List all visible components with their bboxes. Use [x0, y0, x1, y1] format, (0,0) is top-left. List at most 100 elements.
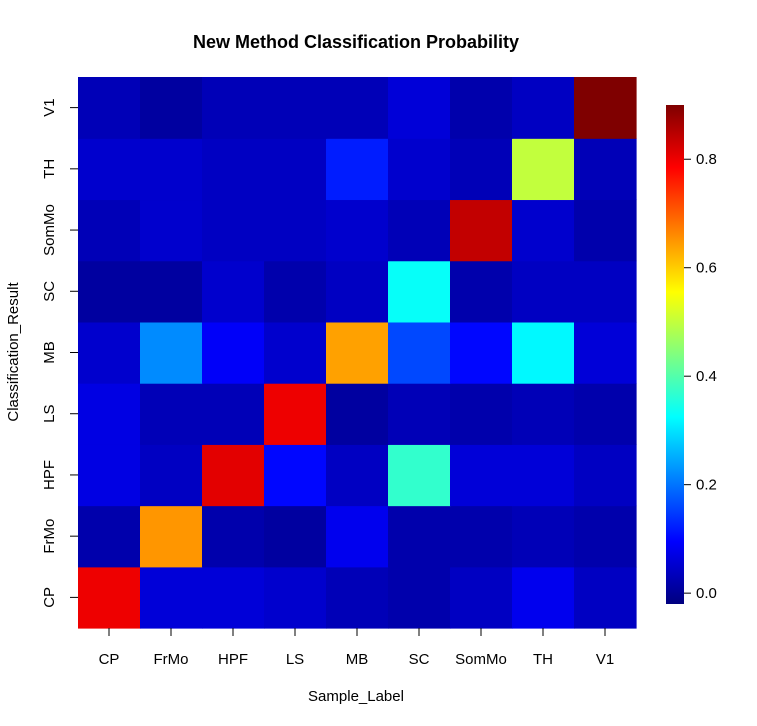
heatmap-cell-V1-SC: [388, 77, 451, 139]
heatmap-cell-HPF-HPF: [202, 444, 265, 507]
y-axis-title: Classification_Result: [5, 282, 22, 422]
heatmap-cell-SC-HPF: [202, 260, 265, 323]
heatmap-cell-HPF-MB: [326, 444, 389, 507]
heatmap-cell-V1-SomMo: [450, 77, 513, 139]
heatmap-cell-LS-TH: [512, 383, 575, 445]
colorbar-tick-label: 0.6: [696, 260, 717, 277]
heatmap-cell-FrMo-TH: [512, 505, 575, 568]
heatmap-cell-SomMo-V1: [574, 199, 637, 262]
heatmap-cell-CP-SomMo: [450, 566, 513, 629]
heatmap-cell-SC-MB: [326, 260, 389, 323]
heatmap-cell-TH-TH: [512, 138, 575, 201]
heatmap-cell-TH-HPF: [202, 138, 265, 201]
heatmap-cell-MB-V1: [574, 321, 637, 384]
heatmap-cell-FrMo-V1: [574, 505, 637, 568]
heatmap-cell-SC-SomMo: [450, 260, 513, 323]
heatmap-cell-FrMo-SomMo: [450, 505, 513, 568]
heatmap-cell-FrMo-SC: [388, 505, 451, 568]
heatmap-cell-MB-LS: [264, 321, 327, 384]
heatmap-cell-SomMo-TH: [512, 199, 575, 262]
heatmap-cell-LS-SC: [388, 383, 451, 445]
heatmap-cell-SC-SC: [388, 260, 451, 323]
x-tick-label: MB: [346, 651, 369, 668]
heatmap-cell-HPF-FrMo: [140, 444, 203, 507]
heatmap-cell-FrMo-HPF: [202, 505, 265, 568]
x-tick-label: SC: [409, 651, 430, 668]
y-tick-label: V1: [41, 98, 58, 116]
heatmap-cell-SC-CP: [78, 260, 141, 323]
x-tick-label: LS: [286, 651, 304, 668]
heatmap-cell-HPF-LS: [264, 444, 327, 507]
heatmap-cell-MB-MB: [326, 321, 389, 384]
heatmap-cell-CP-TH: [512, 566, 575, 629]
heatmap-cell-SomMo-HPF: [202, 199, 265, 262]
heatmap-cell-SC-FrMo: [140, 260, 203, 323]
heatmap-cell-SC-LS: [264, 260, 327, 323]
y-axis: CP FrMo HPF LS MB SC SomMo TH V1: [41, 98, 78, 608]
colorbar: 0.0 0.2 0.4 0.6 0.8: [666, 105, 717, 604]
heatmap-cell-HPF-SomMo: [450, 444, 513, 507]
heatmap-cell-FrMo-CP: [78, 505, 141, 568]
heatmap-cell-V1-FrMo: [140, 77, 203, 139]
heatmap-cell-TH-SC: [388, 138, 451, 201]
heatmap-cell-HPF-CP: [78, 444, 141, 507]
heatmap-cell-V1-TH: [512, 77, 575, 139]
heatmap-cell-LS-MB: [326, 383, 389, 445]
heatmap-cell-MB-SomMo: [450, 321, 513, 384]
heatmap-cell-V1-MB: [326, 77, 389, 139]
y-tick-label: SomMo: [41, 204, 58, 256]
heatmap-cell-CP-HPF: [202, 566, 265, 629]
chart-title: New Method Classification Probability: [193, 32, 519, 52]
y-tick-label: MB: [41, 341, 58, 364]
heatmap-cell-HPF-TH: [512, 444, 575, 507]
heatmap-cell-FrMo-MB: [326, 505, 389, 568]
x-tick-label: V1: [596, 651, 614, 668]
y-tick-label: LS: [41, 405, 58, 423]
colorbar-gradient: [666, 105, 684, 604]
heatmap-cell-SomMo-SC: [388, 199, 451, 262]
x-axis-title: Sample_Label: [308, 688, 404, 705]
heatmap-cell-TH-SomMo: [450, 138, 513, 201]
heatmap-cell-CP-CP: [78, 566, 141, 629]
heatmap-cell-MB-CP: [78, 321, 141, 384]
x-tick-label: FrMo: [154, 651, 189, 668]
heatmap-cell-LS-HPF: [202, 383, 265, 445]
heatmap-cell-SomMo-LS: [264, 199, 327, 262]
heatmap-cell-TH-LS: [264, 138, 327, 201]
heatmap-cell-HPF-V1: [574, 444, 637, 507]
heatmap-cell-TH-CP: [78, 138, 141, 201]
heatmap-cell-CP-FrMo: [140, 566, 203, 629]
heatmap-cell-CP-LS: [264, 566, 327, 629]
heatmap-cell-SomMo-MB: [326, 199, 389, 262]
heatmap-cell-CP-SC: [388, 566, 451, 629]
heatmap-cell-CP-MB: [326, 566, 389, 629]
x-tick-label: HPF: [218, 651, 248, 668]
x-tick-label: TH: [533, 651, 553, 668]
heatmap-cell-SomMo-SomMo: [450, 199, 513, 262]
heatmap-cell-MB-HPF: [202, 321, 265, 384]
heatmap-cell-MB-SC: [388, 321, 451, 384]
y-tick-label: CP: [41, 587, 58, 608]
y-tick-label: HPF: [41, 460, 58, 490]
x-axis: CP FrMo HPF LS MB SC SomMo TH V1: [99, 628, 614, 668]
heatmap-cell-FrMo-LS: [264, 505, 327, 568]
heatmap-cell-SC-V1: [574, 260, 637, 323]
heatmap-cell-HPF-SC: [388, 444, 451, 507]
heatmap-cell-LS-CP: [78, 383, 141, 445]
colorbar-tick-label: 0.8: [696, 151, 717, 168]
heatmap-cell-LS-LS: [264, 383, 327, 445]
y-tick-label: SC: [41, 281, 58, 302]
heatmap-cell-V1-LS: [264, 77, 327, 139]
colorbar-tick-label: 0.4: [696, 368, 717, 385]
heatmap-cell-MB-FrMo: [140, 321, 203, 384]
heatmap-cell-LS-SomMo: [450, 383, 513, 445]
heatmap-cell-MB-TH: [512, 321, 575, 384]
heatmap-cell-FrMo-FrMo: [140, 505, 203, 568]
heatmap-cell-SC-TH: [512, 260, 575, 323]
heatmap-cell-LS-V1: [574, 383, 637, 445]
heatmap-cell-SomMo-FrMo: [140, 199, 203, 262]
heatmap-cell-TH-FrMo: [140, 138, 203, 201]
colorbar-tick-label: 0.2: [696, 477, 717, 494]
y-tick-label: TH: [41, 159, 58, 179]
